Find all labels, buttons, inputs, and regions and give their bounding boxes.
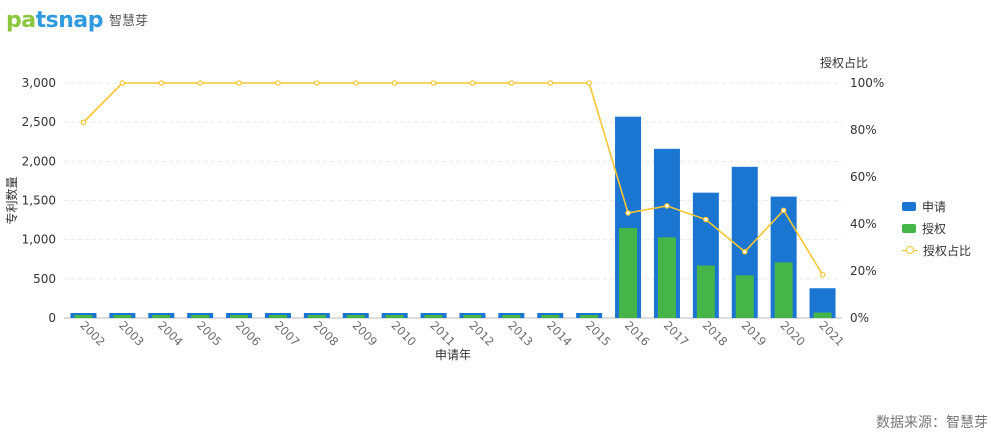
bar-grant xyxy=(813,312,832,318)
bar-grant xyxy=(385,315,404,318)
x-tick-label: 2008 xyxy=(311,318,342,349)
bar-grant xyxy=(502,315,521,318)
y2-tick-label: 0% xyxy=(850,311,869,325)
bar-grant xyxy=(74,315,93,318)
y2-axis-title: 授权占比 xyxy=(820,55,868,70)
logo-subtitle: 智慧芽 xyxy=(109,13,149,29)
x-tick-label: 2011 xyxy=(427,318,458,349)
legend-item-grant[interactable]: 授权 xyxy=(902,217,971,239)
x-tick-label: 2010 xyxy=(389,318,420,349)
ratio-point xyxy=(314,80,320,86)
bar-grant xyxy=(346,315,365,318)
x-tick-label: 2019 xyxy=(739,318,770,349)
x-tick-label: 2016 xyxy=(622,318,653,349)
ratio-point xyxy=(352,80,359,86)
legend-swatch-apply xyxy=(902,201,916,211)
bar-grant xyxy=(424,315,443,318)
ratio-point xyxy=(664,203,670,209)
legend-label-ratio: 授权占比 xyxy=(923,243,972,258)
x-axis-title: 申请年 xyxy=(435,348,471,362)
ratio-point xyxy=(780,207,787,214)
ratio-point xyxy=(547,80,554,86)
x-tick-label: 2007 xyxy=(272,318,303,349)
y2-tick-label: 20% xyxy=(850,264,877,278)
y-tick-label: 2,000 xyxy=(22,154,56,168)
patsnap-logo: patsnap 智慧芽 xyxy=(6,6,148,36)
x-tick-label: 2014 xyxy=(544,318,575,349)
y-tick-label: 1,500 xyxy=(22,194,56,208)
bar-grant xyxy=(619,227,638,318)
ratio-point xyxy=(236,80,242,86)
bar-grant xyxy=(580,315,599,318)
x-tick-label: 2003 xyxy=(116,318,147,349)
x-tick-label: 2009 xyxy=(350,318,381,349)
logo-wordmark: patsnap xyxy=(6,8,104,33)
legend-line-ratio xyxy=(902,246,918,255)
ratio-point xyxy=(275,80,281,86)
ratio-point xyxy=(391,80,398,86)
x-tick-label: 2005 xyxy=(194,318,225,349)
ratio-point xyxy=(469,80,476,86)
x-tick-label: 2006 xyxy=(233,318,264,349)
y2-tick-label: 80% xyxy=(850,123,877,137)
legend-item-apply[interactable]: 申请 xyxy=(902,195,971,217)
ratio-point xyxy=(430,80,437,86)
bar-grant xyxy=(268,315,287,318)
ratio-point xyxy=(703,216,709,223)
x-tick-label: 2021 xyxy=(816,318,847,349)
ratio-point xyxy=(625,210,631,216)
bar-grant xyxy=(152,315,171,318)
bar-grant xyxy=(191,315,210,318)
bar-grant xyxy=(230,315,249,318)
legend-label-apply: 申请 xyxy=(922,199,947,214)
ratio-point xyxy=(80,119,87,126)
y-tick-label: 500 xyxy=(33,272,56,286)
x-tick-label: 2018 xyxy=(700,318,731,349)
y2-tick-label: 40% xyxy=(850,217,877,231)
ratio-point xyxy=(819,271,826,278)
ratio-point xyxy=(508,80,515,86)
legend-swatch-grant xyxy=(902,223,916,233)
y-tick-label: 1,000 xyxy=(22,233,56,247)
bar-grant xyxy=(541,315,560,318)
source-note: 数据来源：智慧芽 xyxy=(876,415,988,431)
x-tick-label: 2002 xyxy=(77,318,108,349)
y-tick-label: 3,000 xyxy=(22,76,56,90)
ratio-point xyxy=(197,80,203,86)
legend-label-grant: 授权 xyxy=(922,221,947,236)
x-tick-label: 2012 xyxy=(466,318,497,349)
x-tick-label: 2017 xyxy=(661,318,692,349)
x-tick-label: 2013 xyxy=(505,318,536,349)
x-tick-label: 2015 xyxy=(583,318,614,349)
ratio-point xyxy=(119,80,126,86)
x-tick-label: 2020 xyxy=(778,318,809,349)
bar-grant xyxy=(774,262,793,318)
chart-legend: 申请 授权 授权占比 xyxy=(902,195,971,261)
y2-tick-label: 60% xyxy=(850,170,877,184)
bar-grant xyxy=(463,315,482,318)
y-axis-title: 专利数量 xyxy=(4,176,19,224)
bar-grant xyxy=(735,275,754,318)
legend-item-ratio[interactable]: 授权占比 xyxy=(902,239,971,261)
ratio-point xyxy=(158,80,165,86)
ratio-line xyxy=(82,82,824,276)
bar-grant xyxy=(696,265,715,318)
ratio-point xyxy=(586,80,592,86)
ratio-point xyxy=(741,248,748,255)
bar-grant xyxy=(657,237,676,318)
y-tick-label: 2,500 xyxy=(22,115,56,129)
bar-grant xyxy=(307,315,326,318)
y-tick-label: 0 xyxy=(48,311,56,325)
bar-grant xyxy=(113,315,132,318)
x-tick-label: 2004 xyxy=(155,318,186,349)
y2-tick-label: 100% xyxy=(850,76,884,90)
